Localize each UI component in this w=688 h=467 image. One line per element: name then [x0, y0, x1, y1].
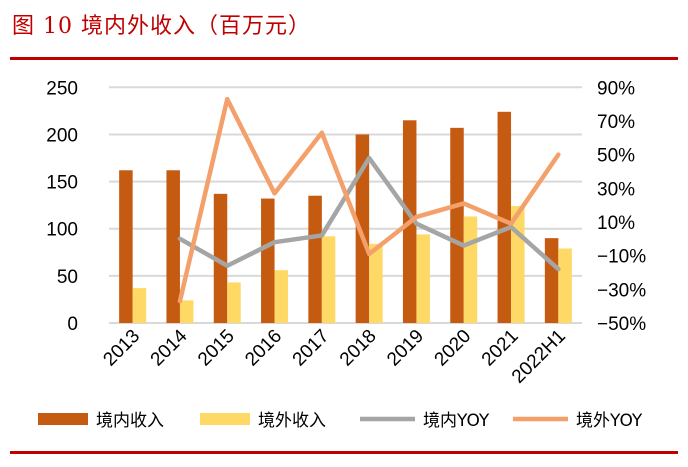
bar-foreign-revenue — [321, 236, 336, 323]
bar-foreign-revenue — [463, 216, 478, 323]
bar-foreign-revenue — [416, 234, 430, 323]
legend-label: 境外收入 — [258, 411, 326, 431]
bar-domestic-revenue — [308, 195, 322, 323]
x-axis-tick: 2014 — [147, 325, 192, 370]
right-axis-tick: 50% — [597, 146, 635, 167]
bar-foreign-revenue — [132, 288, 147, 323]
figure-title: 图 10 境内外收入（百万元） — [12, 14, 311, 39]
legend-swatch — [38, 413, 88, 425]
bar-domestic-revenue — [213, 193, 228, 323]
left-axis-tick: 200 — [46, 125, 78, 146]
legend-swatch — [200, 413, 250, 425]
right-axis-tick: 30% — [597, 179, 635, 200]
line-domestic-yoy — [177, 155, 561, 272]
right-axis-tick: −30% — [597, 280, 646, 301]
x-axis-tick: 2019 — [383, 326, 428, 371]
left-axis-tick: 250 — [46, 78, 78, 99]
legend-label: 境内YOY — [423, 411, 490, 431]
left-axis-tick: 100 — [46, 220, 78, 241]
right-axis-tick: 10% — [597, 213, 635, 234]
right-axis-tick: −10% — [597, 247, 646, 268]
bar-domestic-revenue — [119, 170, 133, 323]
bar-foreign-revenue — [274, 270, 289, 323]
x-axis-tick: 2020 — [431, 326, 476, 371]
left-axis-tick: 50 — [57, 267, 78, 288]
bar-domestic-revenue — [450, 127, 464, 324]
bar-foreign-revenue — [558, 248, 572, 323]
bar-foreign-revenue — [369, 243, 383, 323]
bar-domestic-revenue — [497, 111, 512, 323]
x-axis-tick: 2013 — [99, 326, 144, 371]
bar-foreign-revenue — [179, 300, 194, 323]
bar-foreign-revenue — [227, 282, 241, 323]
x-axis-tick: 2015 — [194, 326, 239, 371]
legend-label: 境内收入 — [96, 411, 164, 431]
right-axis-tick: 70% — [597, 112, 635, 133]
bottom-rule — [10, 451, 678, 454]
bar-domestic-revenue — [261, 198, 275, 323]
left-axis-tick: 0 — [67, 314, 78, 335]
left-axis-tick: 150 — [46, 173, 78, 194]
bar-domestic-revenue — [544, 238, 559, 323]
line-foreign-yoy — [177, 96, 561, 304]
bar-domestic-revenue — [355, 134, 370, 323]
x-axis-tick: 2018 — [336, 326, 381, 371]
x-axis-tick: 2017 — [289, 326, 334, 371]
top-rule — [10, 57, 678, 60]
x-axis-tick: 2016 — [241, 326, 286, 371]
right-axis-tick: −50% — [597, 314, 646, 335]
x-axis-tick: 2022H1 — [508, 326, 570, 388]
right-axis-tick: 90% — [597, 78, 635, 99]
bar-domestic-revenue — [166, 170, 180, 323]
legend-label: 境外YOY — [576, 411, 643, 431]
